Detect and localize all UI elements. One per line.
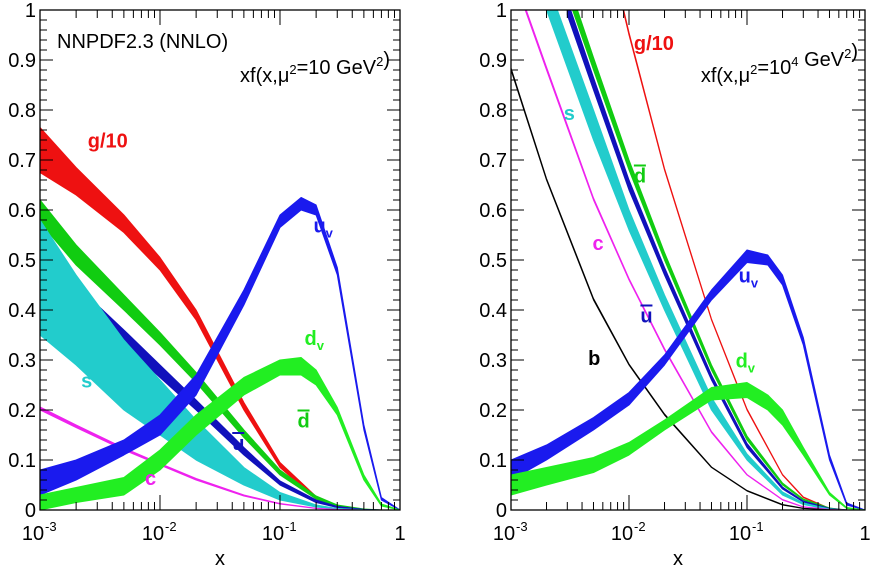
right-series-label-c: c	[592, 233, 603, 255]
right-y-tick-label: 0.6	[479, 200, 507, 222]
right-y-tick-label: 0.5	[479, 250, 507, 272]
right-y-tick-label: 1	[496, 0, 507, 22]
left-scale-annotation: xf(x,μ2=10 GeV2)	[240, 49, 390, 87]
series-label-text: d	[298, 411, 310, 433]
left-x-axis-label: x	[215, 548, 225, 570]
left-band-d-bar	[40, 199, 400, 510]
right-series-label-u-v: uv	[739, 266, 759, 291]
left-x-tick-label: 10 -1	[262, 519, 297, 545]
series-label-text: g/10	[88, 131, 128, 153]
left-series-label-u-v: uv	[313, 216, 333, 241]
left-x-tick-base: 10	[262, 523, 284, 545]
left-band-u-v	[40, 197, 400, 510]
right-band-b	[511, 67, 865, 510]
series-label-text: dv	[736, 351, 756, 376]
left-y-tick-label: 1	[25, 0, 36, 22]
left-y-tick-label: 0.3	[8, 350, 36, 372]
left-x-tick-base: 10	[142, 523, 164, 545]
right-band-u-bar	[566, 10, 865, 510]
left-x-tick-exponent: -1	[285, 519, 297, 534]
right-x-axis-label: x	[673, 548, 683, 570]
right-band-c	[524, 10, 865, 510]
right-x-tick-base: 10	[729, 523, 751, 545]
left-y-tick-label: 0.9	[8, 50, 36, 72]
right-series-label-s: s	[564, 103, 575, 125]
left-series-label-u-bar: u	[232, 432, 244, 455]
left-y-tick-label: 0.4	[8, 300, 36, 322]
right-y-tick-label: 0	[496, 500, 507, 522]
right-x-tick-exponent: -2	[634, 519, 646, 534]
left-series-label-g-10: g/10	[88, 131, 128, 153]
left-y-tick-label: 0.2	[8, 400, 36, 422]
left-y-tick-label: 0.7	[8, 150, 36, 172]
right-scale-annotation: xf(x,μ2=104 GeV2)	[701, 41, 858, 87]
right-x-tick-exponent: -1	[752, 519, 764, 534]
left-x-tick-exponent: -2	[165, 519, 177, 534]
right-series-label-d-v: dv	[736, 351, 756, 376]
right-x-tick-label: 10 -3	[493, 519, 528, 545]
right-series-label-b: b	[588, 348, 600, 370]
right-plot-area	[511, 10, 865, 510]
left-x-tick-base: 1	[394, 523, 405, 545]
series-label-text: d	[634, 166, 646, 188]
left-y-tick-label: 0.1	[8, 450, 36, 472]
left-plot-area	[40, 127, 400, 510]
left-chart-title: NNPDF2.3 (NNLO)	[57, 31, 228, 53]
left-y-tick-label: 0.6	[8, 200, 36, 222]
right-series-label-d-bar: d	[633, 164, 646, 188]
left-x-tick-exponent: -3	[45, 519, 57, 534]
left-x-tick-label: 10 -3	[22, 519, 57, 545]
left-series-label-d-bar: d	[297, 409, 310, 433]
right-band-u-v	[511, 249, 865, 510]
series-label-text: uv	[739, 266, 759, 291]
left-series-label-s: s	[81, 371, 92, 393]
series-label-text: c	[592, 233, 603, 255]
right-y-tick-label: 0.7	[479, 150, 507, 172]
left-x-tick-label: 1	[394, 523, 405, 545]
right-x-tick-exponent: -3	[516, 519, 528, 534]
right-y-tick-label: 0.2	[479, 400, 507, 422]
left-band-g-10	[40, 127, 400, 510]
right-x-tick-label: 10 -2	[611, 519, 646, 545]
series-label-text: b	[588, 348, 600, 370]
right-y-tick-label: 0.1	[479, 450, 507, 472]
series-label-text: s	[81, 371, 92, 393]
right-y-tick-label: 0.4	[479, 300, 507, 322]
right-series-label-g-10: g/10	[634, 33, 674, 55]
right-band-s	[546, 10, 865, 510]
left-y-tick-label: 0	[25, 500, 36, 522]
right-x-tick-label: 10 -1	[729, 519, 764, 545]
right-y-tick-label: 0.8	[479, 100, 507, 122]
series-label-text: dv	[304, 328, 324, 353]
right-band-g-10	[622, 10, 865, 510]
series-label-text: u	[232, 433, 244, 455]
right-y-tick-label: 0.9	[479, 50, 507, 72]
series-label-text: u	[640, 306, 652, 328]
right-x-tick-base: 10	[611, 523, 633, 545]
left-y-tick-label: 0.5	[8, 250, 36, 272]
left-y-tick-label: 0.8	[8, 100, 36, 122]
right-series-label-u-bar: u	[640, 304, 653, 328]
right-x-tick-base: 1	[859, 523, 870, 545]
left-x-tick-label: 10 -2	[142, 519, 177, 545]
right-x-tick-label: 1	[859, 523, 870, 545]
right-band-d-v	[511, 382, 865, 510]
right-band-d-bar	[572, 10, 865, 510]
left-series-label-d-v: dv	[304, 328, 324, 353]
series-label-text: g/10	[634, 33, 674, 55]
series-label-text: uv	[313, 216, 333, 241]
left-x-tick-base: 10	[22, 523, 44, 545]
series-label-text: c	[145, 468, 156, 490]
series-label-text: s	[564, 103, 575, 125]
left-series-label-c: c	[145, 468, 156, 490]
right-y-tick-label: 0.3	[479, 350, 507, 372]
right-x-tick-base: 10	[493, 523, 515, 545]
left-band-d-v	[40, 357, 400, 510]
